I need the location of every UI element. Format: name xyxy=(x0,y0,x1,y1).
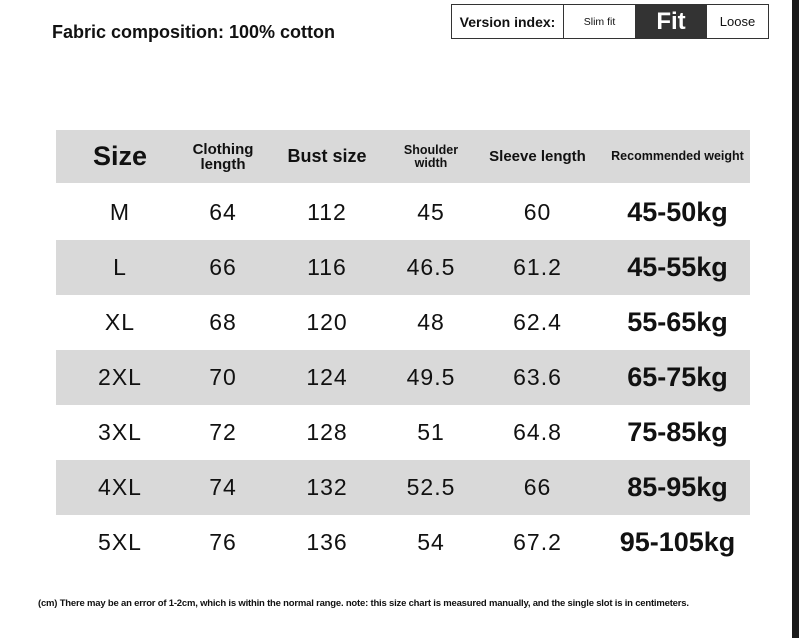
table-cell: 124 xyxy=(306,364,348,390)
table-body: M 64 112 45 60 45-50kg L 66 116 46.5 61.2 45-55kg XL… xyxy=(56,185,750,570)
table-cell: 68 xyxy=(209,309,237,335)
table-row: 4XL 74 132 52.5 66 85-95kg xyxy=(56,460,750,515)
table-cell: 48 xyxy=(417,309,445,335)
header-cell: Clothing length xyxy=(192,140,254,173)
table-row: 5XL 76 136 54 67.2 95-105kg xyxy=(56,515,750,570)
table-row: L 66 116 46.5 61.2 45-55kg xyxy=(56,240,750,295)
table-cell: 45-50kg xyxy=(627,197,728,227)
table-cell: 128 xyxy=(306,419,348,445)
table-cell: 72 xyxy=(209,419,237,445)
table-cell: XL xyxy=(104,309,136,335)
table-cell: L xyxy=(113,254,127,280)
table-cell: 60 xyxy=(523,199,552,225)
table-cell: 76 xyxy=(209,529,237,555)
table-cell: 75-85kg xyxy=(627,417,728,447)
header-cell: Shoulder width xyxy=(403,142,459,170)
table-cell: 65-75kg xyxy=(627,362,728,392)
table-cell: 74 xyxy=(209,474,237,500)
table-row: XL 68 120 48 62.4 55-65kg xyxy=(56,295,750,350)
table-cell: 63.6 xyxy=(513,364,562,390)
header-cell: Recommended weight xyxy=(611,149,744,163)
table-cell: 45-55kg xyxy=(627,252,728,282)
version-slim-fit: Slim fit xyxy=(583,15,616,28)
table-cell: 66 xyxy=(523,474,552,500)
measurement-note: (cm) There may be an error of 1-2cm, whi… xyxy=(38,598,689,609)
table-cell: 45 xyxy=(417,199,445,225)
header-cell: Size xyxy=(92,141,148,171)
table-cell: 4XL xyxy=(98,474,142,500)
fabric-composition: Fabric composition: 100% cotton xyxy=(52,22,336,42)
table-cell: 46.5 xyxy=(406,254,456,280)
table-cell: 51 xyxy=(417,419,445,445)
size-table: Size Clothing length Bust size Shoulder … xyxy=(56,130,750,570)
table-cell: 64 xyxy=(209,199,237,225)
table-cell: 116 xyxy=(307,254,347,280)
table-cell: 54 xyxy=(417,529,445,555)
table-cell: 64.8 xyxy=(513,419,562,445)
table-cell: 62.4 xyxy=(513,309,562,335)
table-cell: 95-105kg xyxy=(619,527,736,557)
table-cell: 3XL xyxy=(98,419,142,445)
version-loose: Loose xyxy=(719,14,756,29)
table-cell: 55-65kg xyxy=(627,307,728,337)
table-cell: 2XL xyxy=(98,364,142,390)
version-label: Version index: xyxy=(452,5,564,38)
header-cell: Bust size xyxy=(287,146,367,166)
table-cell: 66 xyxy=(209,254,237,280)
table-header: Size Clothing length Bust size Shoulder … xyxy=(56,130,750,183)
table-cell: 120 xyxy=(306,309,348,335)
edge-bar xyxy=(792,0,799,638)
table-row: M 64 112 45 60 45-50kg xyxy=(56,185,750,240)
header-cell: Sleeve length xyxy=(489,148,586,165)
table-cell: 112 xyxy=(307,199,347,225)
table-row: 3XL 72 128 51 64.8 75-85kg xyxy=(56,405,750,460)
table-cell: 85-95kg xyxy=(627,472,728,502)
table-cell: 49.5 xyxy=(406,364,456,390)
table-cell: 67.2 xyxy=(513,529,562,555)
version-fit-selected: Fit xyxy=(635,5,707,38)
table-cell: 52.5 xyxy=(406,474,456,500)
table-cell: 136 xyxy=(306,529,348,555)
version-index: Version index: Slim fit Fit Loose xyxy=(451,4,769,39)
table-cell: 132 xyxy=(306,474,348,500)
table-cell: 5XL xyxy=(98,529,142,555)
table-cell: 61.2 xyxy=(513,254,562,280)
table-row: 2XL 70 124 49.5 63.6 65-75kg xyxy=(56,350,750,405)
table-cell: 70 xyxy=(209,364,237,390)
table-cell: M xyxy=(109,199,131,225)
